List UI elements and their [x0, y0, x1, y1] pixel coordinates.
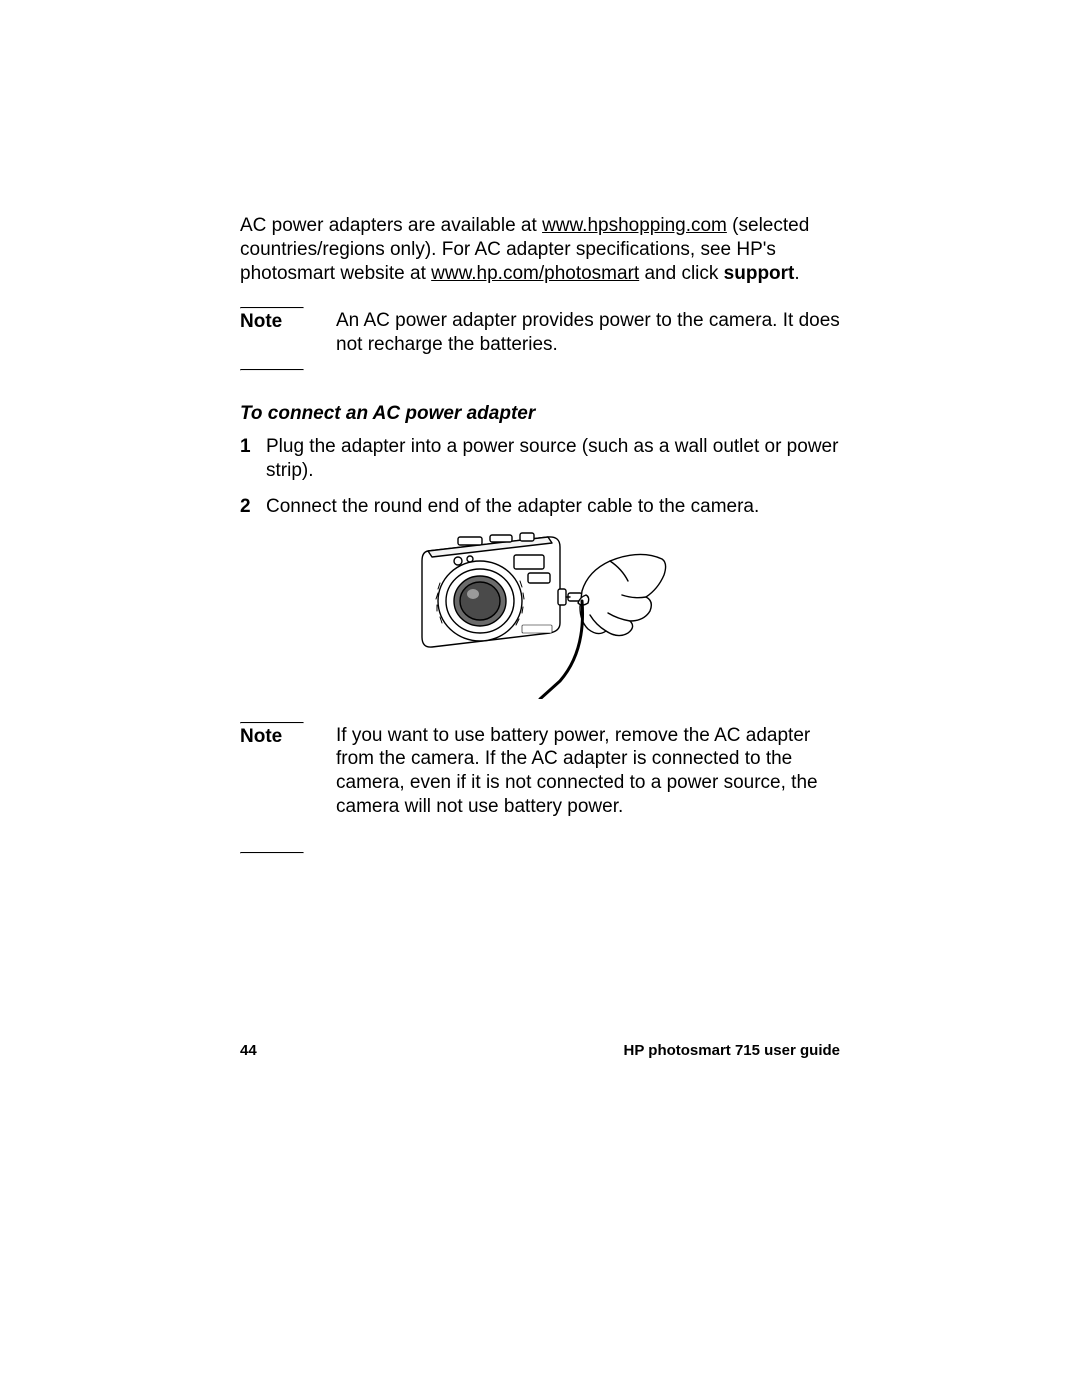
- link-hp-photosmart[interactable]: www.hp.com/photosmart: [431, 263, 639, 284]
- camera-adapter-illustration: [410, 531, 670, 704]
- note-block-1: Note An AC power adapter provides power …: [240, 307, 840, 371]
- step-number-1: 1: [240, 435, 266, 459]
- note-bottom-rule-2: [240, 852, 304, 854]
- camera-adapter-svg: [410, 531, 670, 699]
- subheading: To connect an AC power adapter: [240, 403, 840, 425]
- note-label-column-1: Note: [240, 307, 336, 371]
- illustration-container: [240, 531, 840, 704]
- page-container: AC power adapters are available at www.h…: [0, 0, 1080, 1397]
- page-number: 44: [240, 1042, 257, 1059]
- step-text-2: Connect the round end of the adapter cab…: [266, 495, 840, 519]
- note-text-2: If you want to use battery power, remove…: [336, 725, 818, 817]
- step-item-1: 1 Plug the adapter into a power source (…: [240, 435, 840, 483]
- intro-suffix: .: [794, 263, 799, 284]
- doc-title: HP photosmart 715 user guide: [624, 1042, 840, 1059]
- note-text-1: An AC power adapter provides power to th…: [336, 310, 840, 355]
- note-body-2: If you want to use battery power, remove…: [336, 722, 840, 819]
- intro-after-link2: and click: [639, 263, 723, 284]
- note-block-2: Note If you want to use battery power, r…: [240, 722, 840, 854]
- step-item-2: 2 Connect the round end of the adapter c…: [240, 495, 840, 519]
- step-text-1: Plug the adapter into a power source (su…: [266, 435, 840, 483]
- page-footer: 44 HP photosmart 715 user guide: [240, 1042, 840, 1059]
- intro-bold-support: support: [724, 263, 795, 284]
- note-body-1: An AC power adapter provides power to th…: [336, 307, 840, 357]
- intro-prefix: AC power adapters are available at: [240, 215, 542, 236]
- note-bottom-rule-1: [240, 369, 304, 371]
- intro-paragraph: AC power adapters are available at www.h…: [240, 214, 840, 285]
- link-hpshopping[interactable]: www.hpshopping.com: [542, 215, 727, 236]
- note-label-1: Note: [240, 309, 336, 333]
- step-number-2: 2: [240, 495, 266, 519]
- note-label-2: Note: [240, 724, 336, 748]
- steps-list: 1 Plug the adapter into a power source (…: [240, 435, 840, 518]
- note-label-column-2: Note: [240, 722, 336, 854]
